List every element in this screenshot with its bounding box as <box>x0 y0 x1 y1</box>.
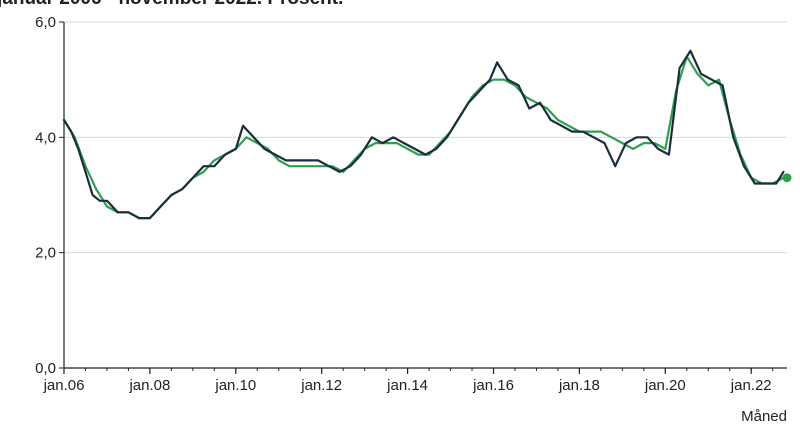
gridlines <box>64 21 787 254</box>
y-tick-label: 0,0 <box>35 360 56 377</box>
x-tick-label: jan.06 <box>43 377 85 394</box>
tick-labels: 0,0 2,0 4,0 6,0 jan.06 jan.08 jan.10 jan.12 jan.… <box>35 14 787 425</box>
x-tick-label: jan.10 <box>214 377 256 394</box>
x-tick-label: jan.22 <box>730 377 772 394</box>
y-tick-label: 6,0 <box>35 14 56 31</box>
x-tick-label: jan.08 <box>128 377 170 394</box>
x-tick-label: jan.18 <box>558 377 600 394</box>
series-end-marker <box>782 173 792 183</box>
x-tick-label: jan.14 <box>386 377 428 394</box>
series-line-1 <box>62 49 785 220</box>
axes <box>59 21 787 374</box>
x-tick-label: jan.12 <box>300 377 342 394</box>
chart-title: januar 2006 - november 2022. Prosent. <box>0 0 800 10</box>
x-tick-label: jan.20 <box>644 377 686 394</box>
y-tick-label: 4,0 <box>35 129 56 146</box>
series-layer <box>62 49 792 220</box>
x-axis-title: Måned <box>741 408 787 425</box>
y-tick-label: 2,0 <box>35 245 56 262</box>
x-tick-label: jan.16 <box>472 377 514 394</box>
